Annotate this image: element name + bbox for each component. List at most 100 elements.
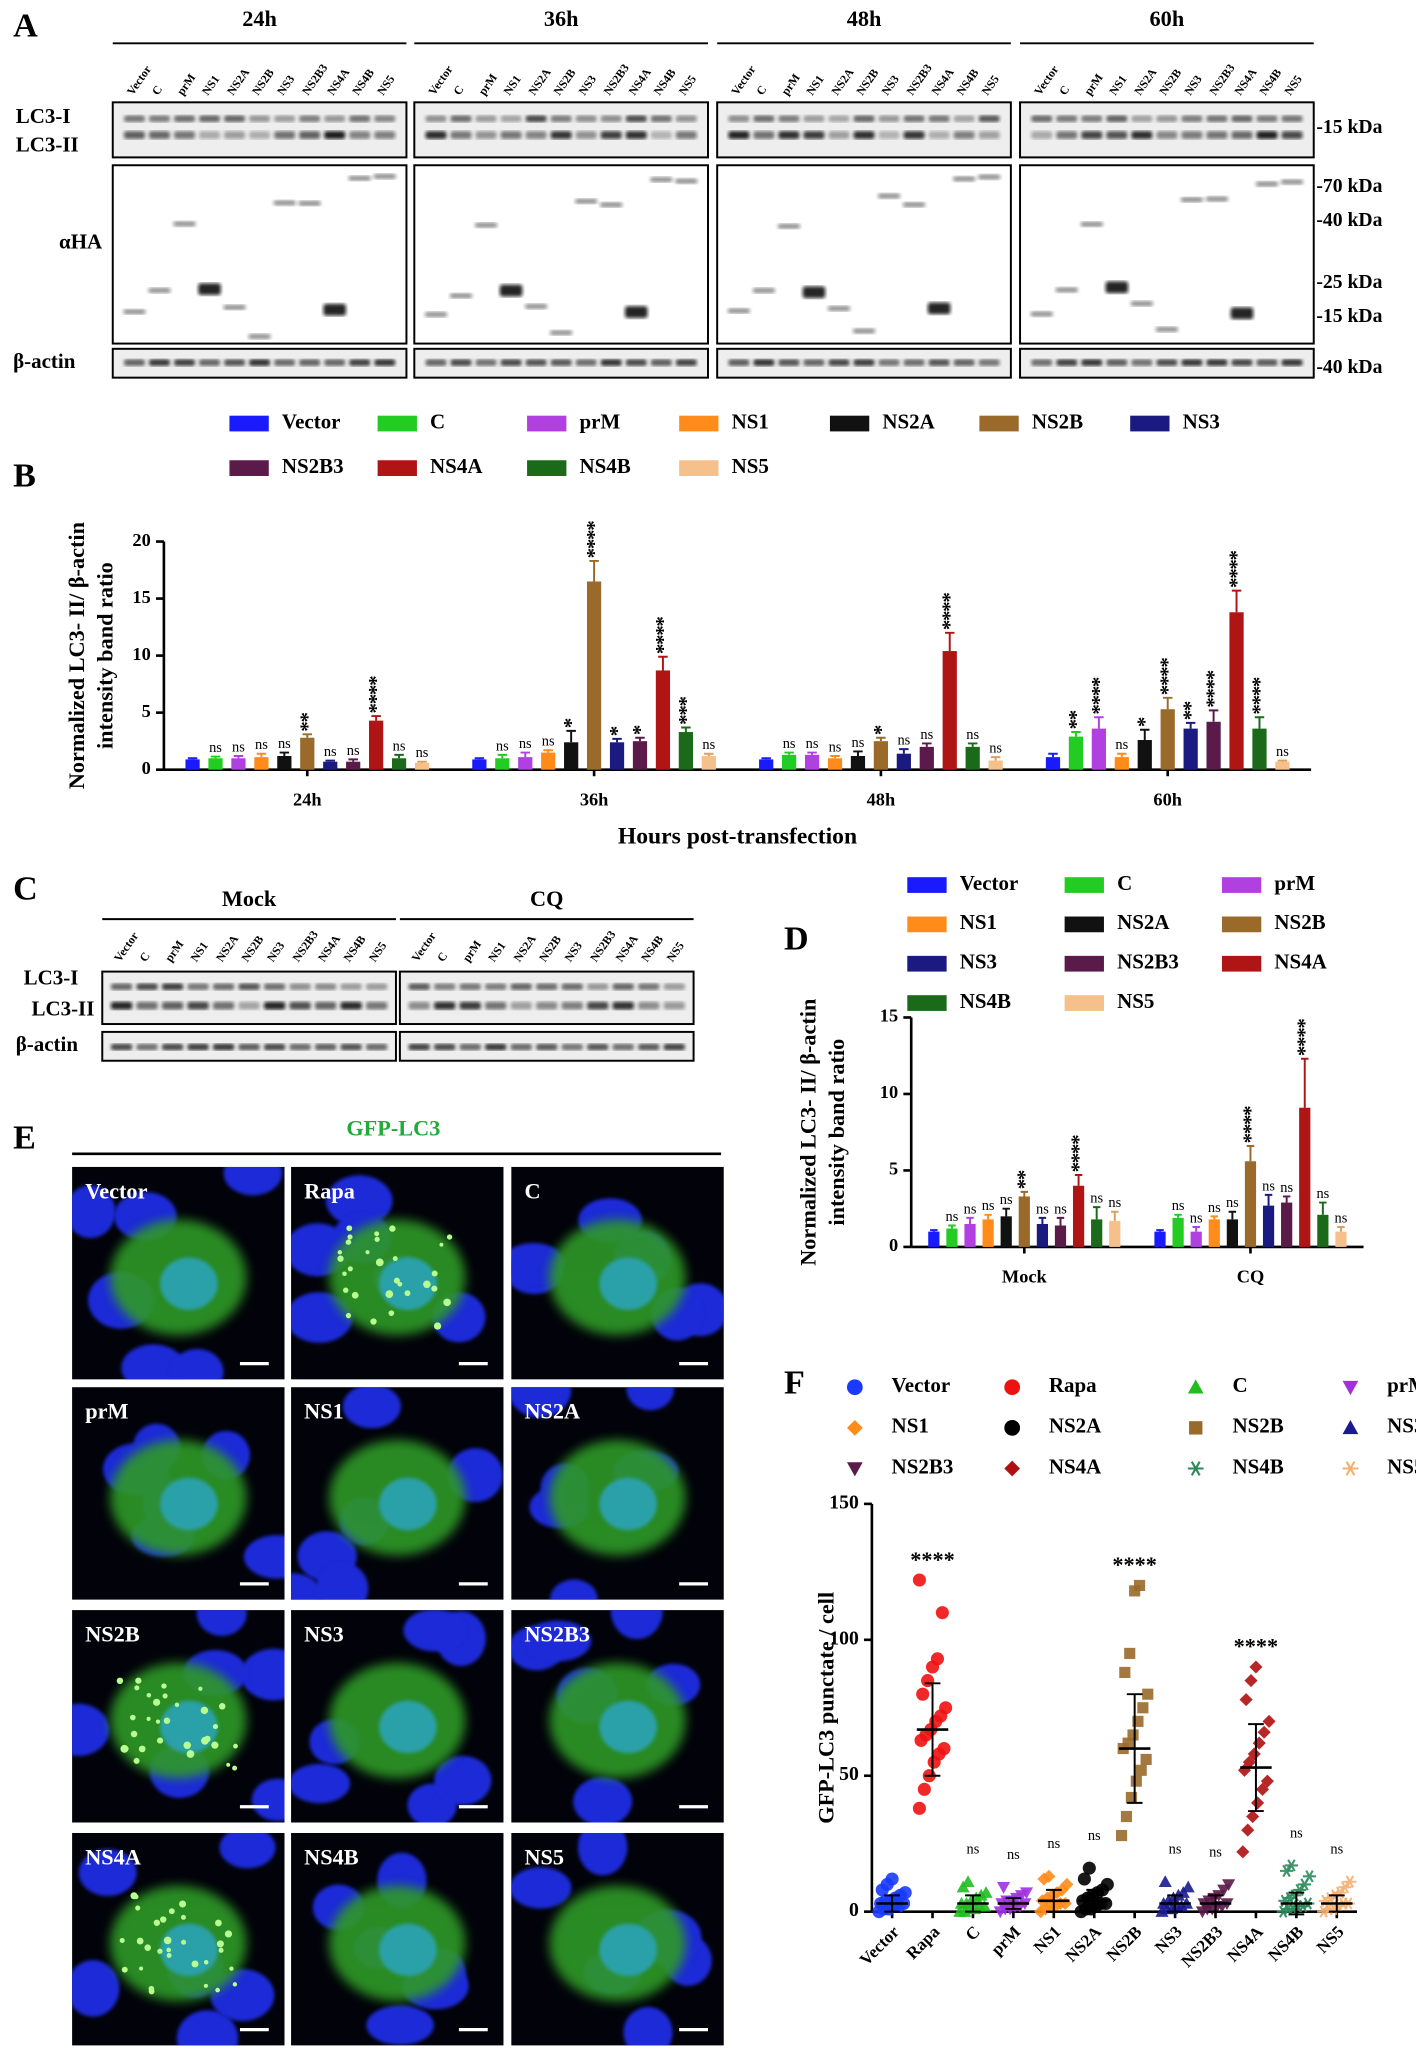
band: [1255, 181, 1279, 187]
point: [1244, 1674, 1258, 1688]
lane-label: NS2B: [249, 66, 277, 98]
band: [612, 1043, 634, 1051]
nucleus: [573, 1777, 633, 1823]
nucleus: [243, 1535, 285, 1579]
band: [1231, 115, 1253, 122]
band: [561, 1043, 583, 1051]
band: [450, 115, 472, 122]
row-label: LC3-II: [16, 133, 79, 157]
band: [474, 222, 498, 228]
punctum: [370, 1318, 377, 1325]
significance: ns: [1047, 1836, 1060, 1852]
lane-label: NS2B3: [289, 928, 320, 965]
y-tick-label: 0: [849, 1899, 859, 1921]
band: [778, 115, 800, 122]
bar: [1244, 1161, 1257, 1247]
point: [1082, 1861, 1096, 1875]
cell-nucleus: [599, 1923, 657, 1977]
legend-marker: [846, 1379, 863, 1396]
punctum: [121, 1966, 128, 1973]
bar: [495, 758, 510, 770]
punctum: [404, 1290, 411, 1297]
legend-swatch: [907, 955, 947, 972]
band: [110, 983, 133, 990]
nucleus: [623, 2007, 673, 2046]
significance: ns: [967, 1842, 980, 1858]
nucleus: [170, 1348, 224, 1380]
band: [1055, 287, 1079, 293]
legend-swatch: [527, 415, 567, 432]
band: [1180, 197, 1204, 203]
band: [525, 359, 547, 366]
sd-bar: [1086, 1888, 1103, 1913]
bar: [982, 1219, 994, 1247]
lane-label: NS4B: [340, 933, 368, 965]
punctum: [337, 1250, 343, 1255]
lane-label: prM: [162, 938, 187, 965]
band: [136, 983, 158, 990]
blot-lc3: [111, 101, 408, 159]
legend-swatch: [679, 415, 719, 432]
point: [1239, 1693, 1253, 1707]
lane-label: NS1: [1106, 72, 1130, 97]
significance: ns: [542, 734, 555, 750]
band: [424, 311, 448, 318]
error-bar: [1208, 709, 1219, 722]
micrograph-content: [291, 1387, 503, 1600]
punctum: [130, 1730, 138, 1738]
lane-label: C: [434, 949, 450, 964]
lane-label: Vector: [124, 63, 154, 98]
legend-label: NS4A: [430, 454, 482, 478]
bar: [655, 670, 671, 770]
band: [475, 359, 497, 366]
significance: ns: [416, 745, 429, 761]
cell-nucleus: [599, 1477, 657, 1531]
micrograph-label: NS2B3: [524, 1621, 590, 1646]
band: [238, 983, 260, 990]
bar: [1068, 736, 1084, 770]
error-bar: [233, 755, 244, 759]
lane-label: NS3: [264, 939, 288, 964]
significance: ns: [1007, 1847, 1020, 1863]
bar: [1317, 1214, 1329, 1247]
band: [433, 1001, 456, 1010]
band: [263, 1043, 286, 1051]
point: [1241, 1823, 1255, 1837]
significance: ns: [1316, 1186, 1329, 1202]
lane-label: NS1: [803, 72, 827, 97]
point: [1119, 1666, 1131, 1679]
lane-label: Vector: [1031, 63, 1061, 98]
micrograph: NS3: [291, 1610, 504, 1823]
blot-lc3: [398, 970, 695, 1026]
bar: [472, 759, 487, 770]
bar: [782, 754, 797, 770]
bar: [873, 741, 889, 770]
bar: [1091, 1219, 1103, 1247]
legend-label: C: [430, 409, 445, 433]
error-bar: [1282, 1195, 1291, 1203]
punctum: [337, 1255, 344, 1262]
blot-lc3: [1019, 101, 1315, 159]
bar: [827, 758, 843, 770]
size-marker: -70 kDa: [1316, 175, 1382, 197]
y-tick-label: 10: [132, 644, 150, 664]
band: [525, 131, 547, 140]
punctum: [116, 1677, 124, 1685]
punctum: [139, 1966, 144, 1971]
band: [1206, 359, 1228, 366]
x-tick-label: Vector: [856, 1922, 903, 1969]
point: [1252, 1736, 1266, 1750]
band: [314, 1043, 337, 1051]
micrograph: NS2A: [511, 1387, 724, 1600]
band: [340, 1043, 362, 1051]
punctum: [232, 1982, 238, 1987]
band: [1105, 281, 1129, 294]
significance: ns: [1108, 1195, 1121, 1211]
lane-label: NS3: [878, 72, 902, 97]
point: [977, 1899, 991, 1912]
error-bar: [876, 736, 886, 742]
significance: ns: [946, 1209, 959, 1225]
lane-label: prM: [1081, 71, 1106, 98]
bar: [804, 754, 820, 770]
point: [1142, 1688, 1154, 1700]
